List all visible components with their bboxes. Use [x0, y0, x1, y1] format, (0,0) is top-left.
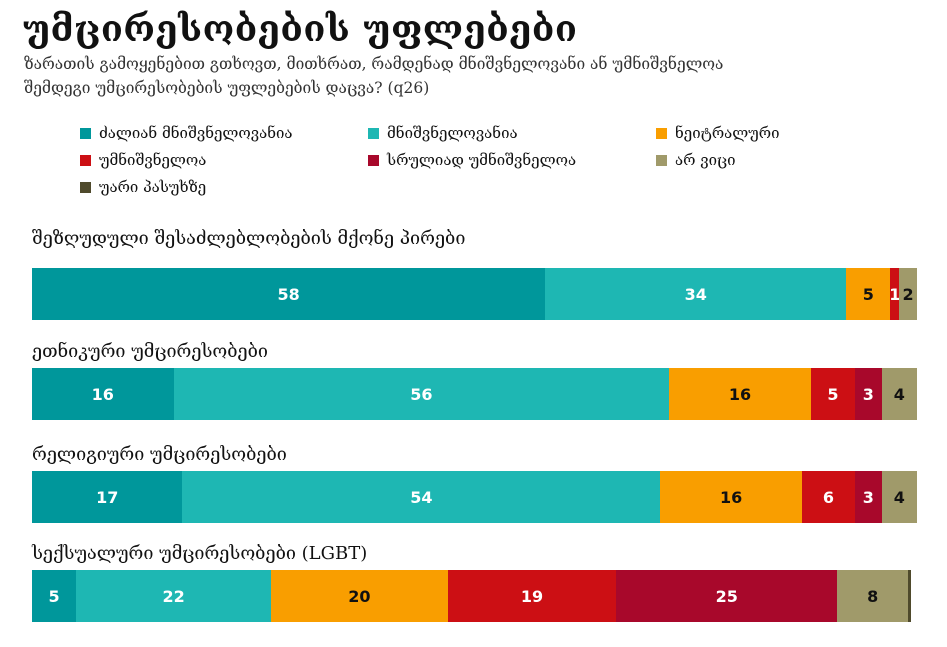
data-label: 34 — [684, 284, 707, 304]
data-label: 1 — [889, 284, 901, 304]
bar-segment: 6 — [801, 471, 856, 523]
data-label: 17 — [96, 487, 119, 507]
data-label: 56 — [410, 384, 433, 404]
legend-swatch — [368, 154, 379, 166]
data-label: 3 — [862, 487, 874, 507]
bar-segment: 3 — [855, 368, 882, 420]
bar-segment: 1 — [889, 268, 901, 320]
legend-item: ძალიან მნიშვნელოვანია — [80, 122, 368, 144]
bar-row: 58 34 5 1 2 — [32, 268, 917, 320]
legend-swatch — [80, 181, 91, 193]
bar-segment: 25 — [616, 570, 838, 622]
bar-segment: 5 — [32, 570, 77, 622]
data-label: 22 — [162, 586, 185, 606]
data-label: 5 — [862, 284, 874, 304]
legend-item: ნეიტრალური — [656, 122, 856, 144]
data-label: 16 — [728, 384, 752, 404]
data-label: 2 — [902, 284, 914, 304]
bar-segment — [908, 570, 911, 622]
data-label: 3 — [862, 384, 874, 404]
legend-swatch — [80, 154, 91, 166]
legend-item: უმნიშვნელოა — [80, 149, 368, 171]
category-label: რელიგიური უმცირესობები — [32, 444, 287, 465]
legend-swatch — [656, 154, 667, 166]
bar-segment: 58 — [32, 268, 546, 320]
category-label: ეთნიკური უმცირესობები — [32, 341, 268, 362]
data-label: 58 — [277, 284, 300, 304]
bar-segment: 5 — [846, 268, 891, 320]
category-label: შეზღუდული შესაძლებლობების მქონე პირები — [32, 228, 466, 249]
bar-segment: 5 — [810, 368, 856, 420]
data-label: 8 — [867, 586, 879, 606]
legend-swatch — [656, 127, 667, 139]
legend-label: არ ვიცი — [675, 151, 736, 169]
bar-segment: 20 — [270, 570, 448, 622]
data-label: 20 — [348, 586, 371, 606]
bar-segment: 54 — [182, 471, 661, 523]
legend-item: მნიშვნელოვანია — [368, 122, 656, 144]
legend: ძალიან მნიშვნელოვანია მნიშვნელოვანია ნეიტრ… — [80, 122, 840, 198]
legend-swatch — [368, 127, 379, 139]
bar-segment: 2 — [899, 268, 917, 320]
bar-segment: 56 — [173, 368, 670, 420]
bar-segment: 16 — [32, 368, 174, 420]
data-label: 16 — [91, 384, 114, 404]
data-label: 6 — [822, 487, 835, 507]
legend-label: ძალიან მნიშვნელოვანია — [99, 124, 293, 142]
bar-segment: 16 — [669, 368, 811, 420]
data-label: 5 — [48, 586, 60, 606]
bar-row: 17 54 16 6 3 4 — [32, 471, 917, 523]
category-label: სექსუალური უმცირესობები (LGBT) — [32, 543, 368, 564]
bar-segment: 4 — [881, 471, 917, 523]
bar-segment: 19 — [447, 570, 617, 622]
bar-segment: 3 — [855, 471, 882, 523]
data-label: 5 — [827, 384, 839, 404]
legend-label: სრულიად უმნიშვნელოა — [387, 151, 577, 169]
legend-item: სრულიად უმნიშვნელოა — [368, 149, 656, 171]
bar-segment: 34 — [545, 268, 847, 320]
legend-item: უარი პასუხზე — [80, 176, 368, 198]
chart-title: უმცირესობების უფლებები — [23, 8, 578, 50]
legend-label: უარი პასუხზე — [99, 178, 207, 196]
chart-subtitle: ზარათის გამოყენებით გთხოვთ, მითხრათ, რამ… — [24, 55, 724, 97]
data-label: 25 — [715, 586, 738, 606]
bar-row: 5 22 20 19 25 8 — [32, 570, 917, 622]
legend-swatch — [80, 127, 91, 139]
data-label: 16 — [719, 487, 743, 507]
bar-segment: 8 — [837, 570, 909, 622]
data-label: 4 — [893, 487, 905, 507]
legend-item: არ ვიცი — [656, 149, 856, 171]
legend-label: უმნიშვნელოა — [99, 151, 207, 169]
bar-segment: 22 — [76, 570, 271, 622]
bar-row: 16 56 16 5 3 4 — [32, 368, 917, 420]
data-label: 54 — [410, 487, 433, 507]
bar-segment: 16 — [660, 471, 802, 523]
bar-segment: 17 — [32, 471, 183, 523]
legend-label: ნეიტრალური — [675, 124, 780, 142]
legend-label: მნიშვნელოვანია — [387, 124, 518, 142]
bar-segment: 4 — [881, 368, 917, 420]
data-label: 4 — [893, 384, 905, 404]
data-label: 19 — [520, 586, 544, 606]
